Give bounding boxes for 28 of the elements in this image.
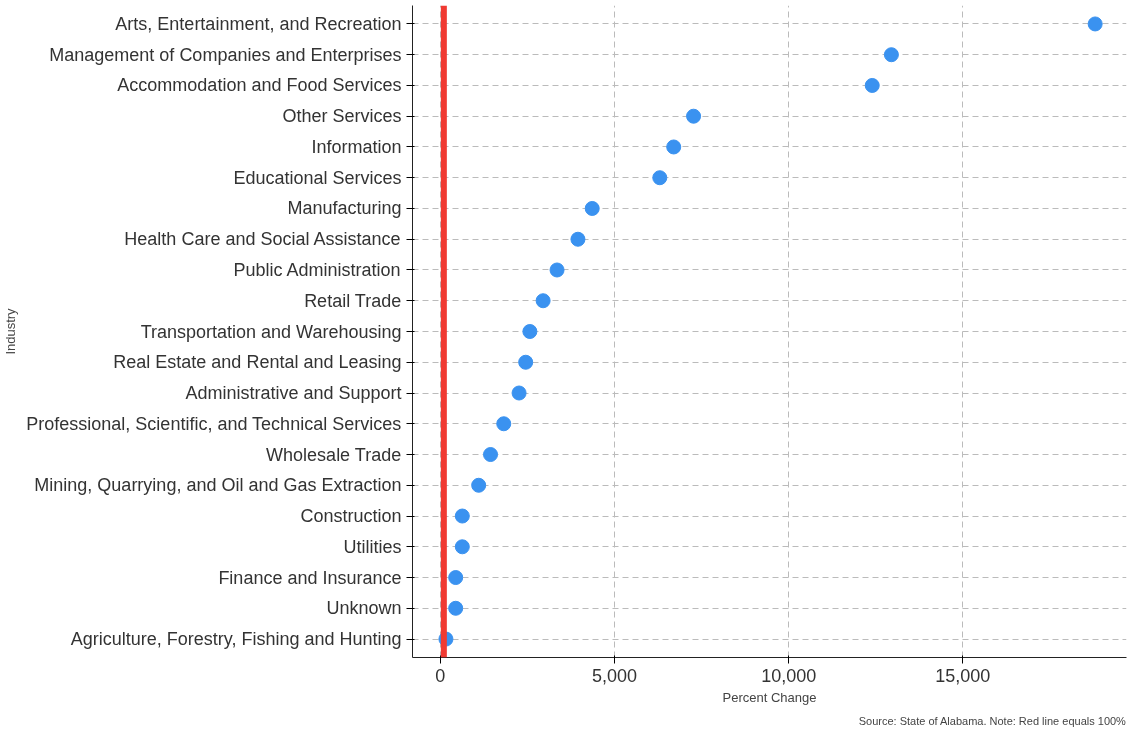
x-tick-label: 0 xyxy=(435,665,446,686)
y-tick-label: Manufacturing xyxy=(287,198,402,219)
source-note: Source: State of Alabama. Note: Red line equals 100% xyxy=(858,714,1127,727)
y-tick-label: Retail Trade xyxy=(304,290,402,311)
x-tick-label: 10,000 xyxy=(761,665,817,686)
y-tick-label: Other Services xyxy=(282,106,402,127)
y-tick-label: Transportation and Warehousing xyxy=(140,321,402,342)
y-tick-label: Public Administration xyxy=(233,259,401,280)
y-tick-label: Real Estate and Rental and Leasing xyxy=(113,352,402,373)
y-tick-label: Educational Services xyxy=(233,167,402,188)
y-tick-label: Agriculture, Forestry, Fishing and Hunting xyxy=(70,629,402,650)
y-tick-label: Mining, Quarrying, and Oil and Gas Extraction xyxy=(34,475,402,496)
y-tick-label: Administrative and Support xyxy=(185,383,402,404)
y-tick-label: Construction xyxy=(300,506,402,527)
y-tick-label: Finance and Insurance xyxy=(218,567,402,588)
x-tick-label: 15,000 xyxy=(935,665,991,686)
y-tick-label: Wholesale Trade xyxy=(266,444,402,465)
y-tick-label: Unknown xyxy=(326,598,402,619)
y-tick-label: Accommodation and Food Services xyxy=(117,75,402,96)
y-axis-title: Industry xyxy=(3,307,19,355)
y-tick-label: Utilities xyxy=(343,536,402,557)
y-tick-label: Information xyxy=(311,136,402,157)
y-tick-label: Professional, Scientific, and Technical Services xyxy=(26,413,402,434)
y-tick-label: Health Care and Social Assistance xyxy=(124,229,401,250)
x-axis-title: Percent Change xyxy=(722,689,817,705)
y-tick-label: Management of Companies and Enterprises xyxy=(49,44,402,65)
y-tick-label: Arts, Entertainment, and Recreation xyxy=(115,13,402,34)
x-tick-label: 5,000 xyxy=(591,665,638,686)
